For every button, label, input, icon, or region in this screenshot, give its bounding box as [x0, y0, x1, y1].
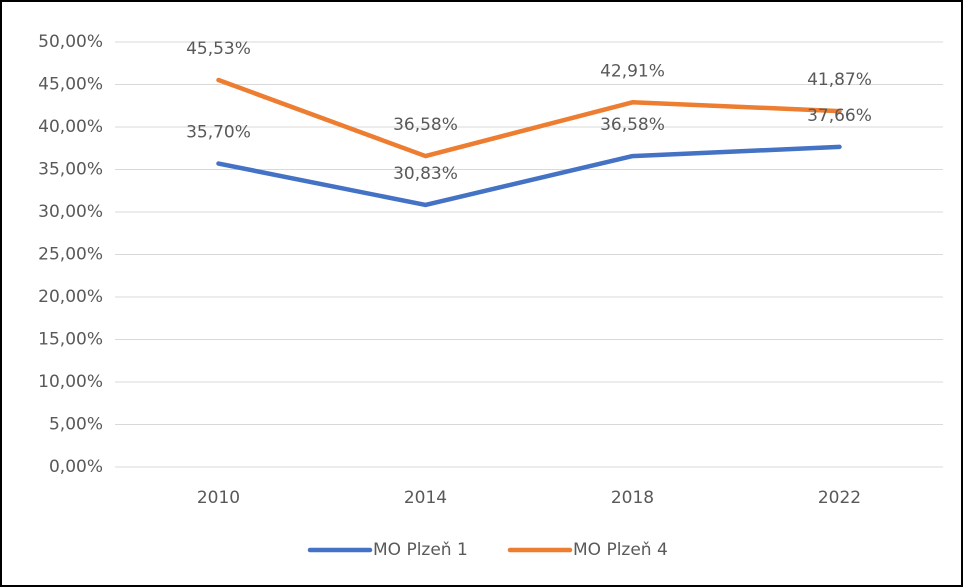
y-tick-label: 20,00% — [38, 287, 103, 307]
y-tick-label: 0,00% — [49, 457, 103, 477]
y-tick-label: 25,00% — [38, 245, 103, 265]
series-line — [216, 77, 842, 159]
data-label: 41,87% — [807, 70, 872, 90]
legend-label: MO Plzeň 1 — [373, 540, 468, 560]
x-tick-label: 2018 — [611, 488, 654, 508]
data-label: 36,58% — [393, 115, 458, 135]
data-label: 30,83% — [393, 164, 458, 184]
x-tick-label: 2014 — [404, 488, 447, 508]
data-label: 35,70% — [186, 123, 251, 143]
y-tick-label: 40,00% — [38, 117, 103, 137]
x-tick-label: 2010 — [197, 488, 240, 508]
y-tick-label: 50,00% — [38, 32, 103, 52]
y-tick-label: 15,00% — [38, 330, 103, 350]
x-tick-label: 2022 — [818, 488, 861, 508]
y-tick-label: 5,00% — [49, 415, 103, 435]
data-label: 36,58% — [600, 115, 665, 135]
y-tick-label: 35,00% — [38, 160, 103, 180]
legend-label: MO Plzeň 4 — [573, 540, 668, 560]
data-label: 42,91% — [600, 61, 665, 81]
y-tick-label: 45,00% — [38, 75, 103, 95]
y-tick-label: 30,00% — [38, 202, 103, 222]
y-tick-label: 10,00% — [38, 372, 103, 392]
data-label: 37,66% — [807, 106, 872, 126]
series-line — [216, 144, 842, 208]
data-label: 45,53% — [186, 39, 251, 59]
